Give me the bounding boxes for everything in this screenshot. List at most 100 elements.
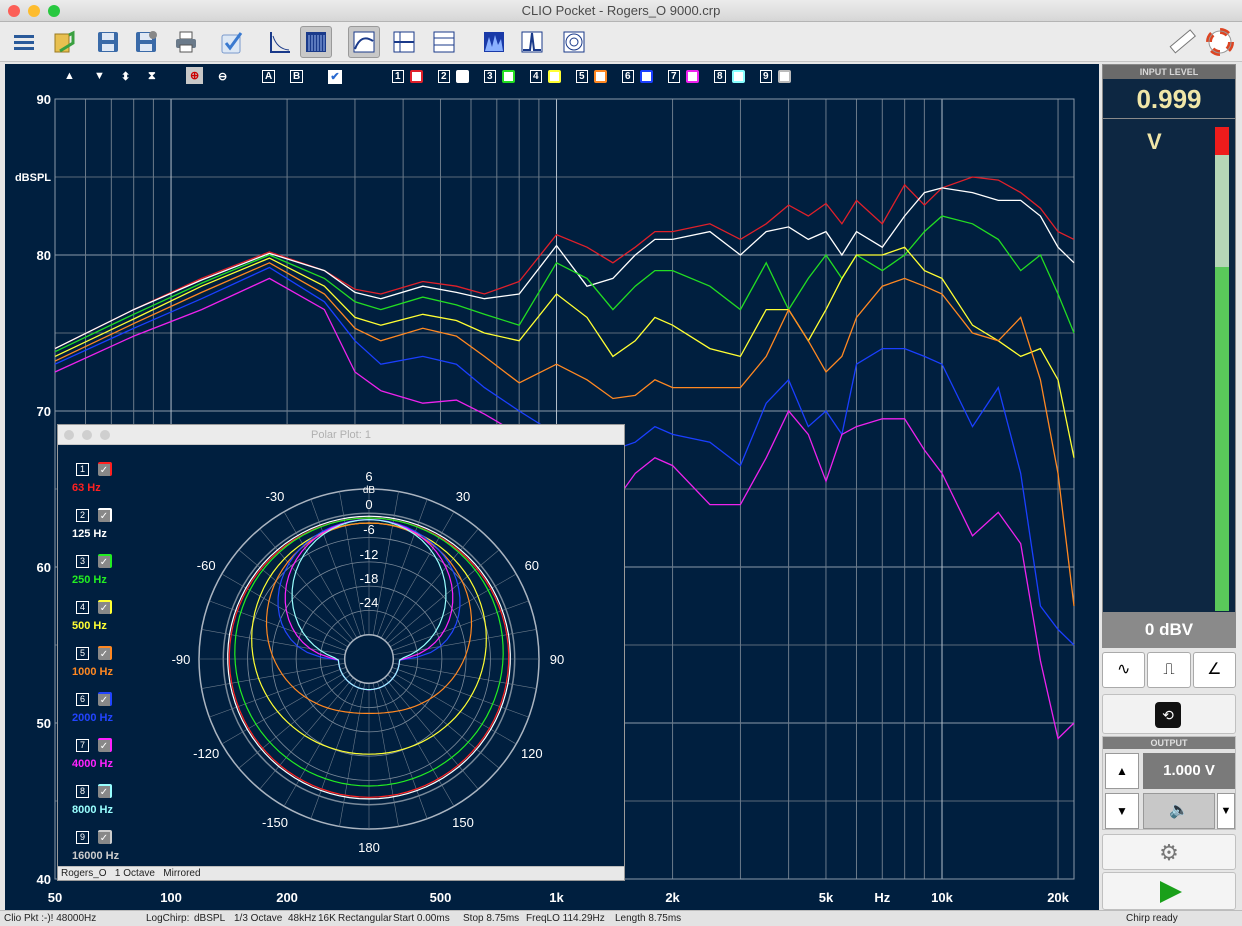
polar-plot-window[interactable]: Polar Plot: 1 1 ✓ 63 Hz 2 ✓ 125 Hz 3 ✓ 250 Hz 4 ✓ 5…	[57, 424, 625, 881]
polar-zoom-button[interactable]	[100, 430, 110, 440]
polar-close-button[interactable]	[64, 430, 74, 440]
ruler-icon[interactable]	[1166, 26, 1198, 58]
polar-slot-7-checkbox[interactable]: ✓	[98, 738, 112, 752]
slot-3-checkbox[interactable]	[502, 70, 515, 83]
polar-slot-8-checkbox[interactable]: ✓	[98, 784, 112, 798]
lifebuoy-icon[interactable]	[1204, 26, 1236, 58]
polar-spoke	[377, 499, 428, 637]
polar-ring-label: -6	[363, 522, 375, 537]
scale-icon[interactable]	[428, 26, 460, 58]
polar-spoke	[310, 499, 361, 637]
polar-slot-3[interactable]: 3	[76, 555, 89, 568]
input-ref-value[interactable]: 0 dBV	[1102, 612, 1236, 648]
save-as-icon[interactable]	[130, 26, 162, 58]
x-tick-label: 200	[276, 890, 298, 905]
slot-7-checkbox[interactable]	[686, 70, 699, 83]
polar-slot-9-checkbox[interactable]: ✓	[98, 830, 112, 844]
print-icon[interactable]	[170, 26, 202, 58]
compress-icon[interactable]: ⧗	[148, 70, 156, 82]
slot-3-button[interactable]: 3	[484, 70, 496, 83]
y-tick-label: 80	[37, 248, 51, 263]
menu-icon[interactable]	[8, 26, 40, 58]
polar-icon[interactable]	[558, 26, 590, 58]
close-window-button[interactable]	[8, 5, 20, 17]
polar-slot-7[interactable]: 7	[76, 739, 89, 752]
slot-4-button[interactable]: 4	[530, 70, 542, 83]
curve-icon[interactable]	[348, 26, 380, 58]
polar-slot-3-checkbox[interactable]: ✓	[98, 554, 112, 568]
polar-legend-label: 125 Hz	[72, 528, 107, 540]
slot-1-checkbox[interactable]	[410, 70, 423, 83]
y-tick-label: 50	[37, 716, 51, 731]
slot-6-button[interactable]: 6	[622, 70, 634, 83]
polar-slot-2-checkbox[interactable]: ✓	[98, 508, 112, 522]
output-level-value[interactable]: 1.000 V	[1143, 753, 1235, 789]
minimize-window-button[interactable]	[28, 5, 40, 17]
bars-icon[interactable]	[300, 26, 332, 58]
y-tick-label: 70	[37, 404, 51, 419]
slot-1-button[interactable]: 1	[392, 70, 404, 83]
move-up-icon[interactable]: ▲	[64, 70, 75, 82]
move-down-icon[interactable]: ▼	[94, 70, 105, 82]
slot-2-checkbox[interactable]	[456, 70, 469, 83]
slot-8-button[interactable]: 8	[714, 70, 726, 83]
polar-slot-1[interactable]: 1	[76, 463, 89, 476]
zoom-in-icon[interactable]: ⊕	[186, 67, 204, 84]
chart-frame-icon[interactable]	[264, 26, 296, 58]
polar-curves	[227, 515, 511, 800]
polar-angle-label: -150	[262, 815, 288, 830]
polar-slot-4-checkbox[interactable]: ✓	[98, 600, 112, 614]
polar-slot-2[interactable]: 2	[76, 509, 89, 522]
slot-8-checkbox[interactable]	[732, 70, 745, 83]
play-button[interactable]	[1102, 872, 1236, 910]
polar-ring-label: 6	[365, 469, 372, 484]
ramp-mode-icon[interactable]: ∠	[1192, 652, 1236, 688]
slot-6-checkbox[interactable]	[640, 70, 653, 83]
slot-7-button[interactable]: 7	[668, 70, 680, 83]
polar-slot-5-checkbox[interactable]: ✓	[98, 646, 112, 660]
slot-5-checkbox[interactable]	[594, 70, 607, 83]
save-icon[interactable]	[92, 26, 124, 58]
impulse-icon[interactable]	[516, 26, 548, 58]
gear-icon[interactable]: ⚙	[1102, 834, 1236, 870]
check-icon[interactable]	[216, 26, 248, 58]
waterfall-icon[interactable]	[478, 26, 510, 58]
polar-legend-label: 250 Hz	[72, 574, 107, 586]
zoom-window-button[interactable]	[48, 5, 60, 17]
zoom-out-icon[interactable]: ⊖	[218, 71, 228, 83]
polar-spoke	[259, 677, 354, 790]
polar-minimize-button[interactable]	[82, 430, 92, 440]
x-tick-label: 50	[48, 890, 62, 905]
overlay-toggle-checkbox[interactable]: ✔	[328, 70, 342, 84]
polar-slot-6[interactable]: 6	[76, 693, 89, 706]
polar-slot-8[interactable]: 8	[76, 785, 89, 798]
speaker-icon[interactable]: 🔈	[1143, 793, 1215, 829]
polar-title: Polar Plot: 1	[311, 429, 371, 441]
sine-mode-icon[interactable]: ∿	[1102, 652, 1146, 688]
polar-legend-label: 8000 Hz	[72, 804, 113, 816]
open-icon[interactable]	[48, 26, 80, 58]
polar-slot-9[interactable]: 9	[76, 831, 89, 844]
slot-4-checkbox[interactable]	[548, 70, 561, 83]
cross-icon[interactable]	[388, 26, 420, 58]
input-mode-buttons: ∿ ⎍ ∠	[1102, 652, 1236, 688]
marker-a-button[interactable]: A	[262, 70, 276, 83]
slot-9-button[interactable]: 9	[760, 70, 772, 83]
pulse-mode-icon[interactable]: ⎍	[1147, 652, 1191, 688]
output-down-button[interactable]: ▼	[1105, 793, 1139, 829]
loop-button[interactable]: ⟲	[1102, 694, 1236, 734]
polar-legend-label: 63 Hz	[72, 482, 101, 494]
polar-slot-4[interactable]: 4	[76, 601, 89, 614]
slot-2-button[interactable]: 2	[438, 70, 450, 83]
slot-9-checkbox[interactable]	[778, 70, 791, 83]
output-up-button[interactable]: ▲	[1105, 753, 1139, 789]
polar-spoke	[209, 667, 347, 718]
marker-b-button[interactable]: B	[290, 70, 304, 83]
polar-slot-5[interactable]: 5	[76, 647, 89, 660]
polar-slot-1-checkbox[interactable]: ✓	[98, 462, 112, 476]
polar-slot-6-checkbox[interactable]: ✓	[98, 692, 112, 706]
expand-icon[interactable]: ⬍	[121, 71, 131, 83]
slot-5-button[interactable]: 5	[576, 70, 588, 83]
output-menu-button[interactable]: ▼	[1217, 793, 1235, 829]
series-group	[54, 176, 1075, 740]
